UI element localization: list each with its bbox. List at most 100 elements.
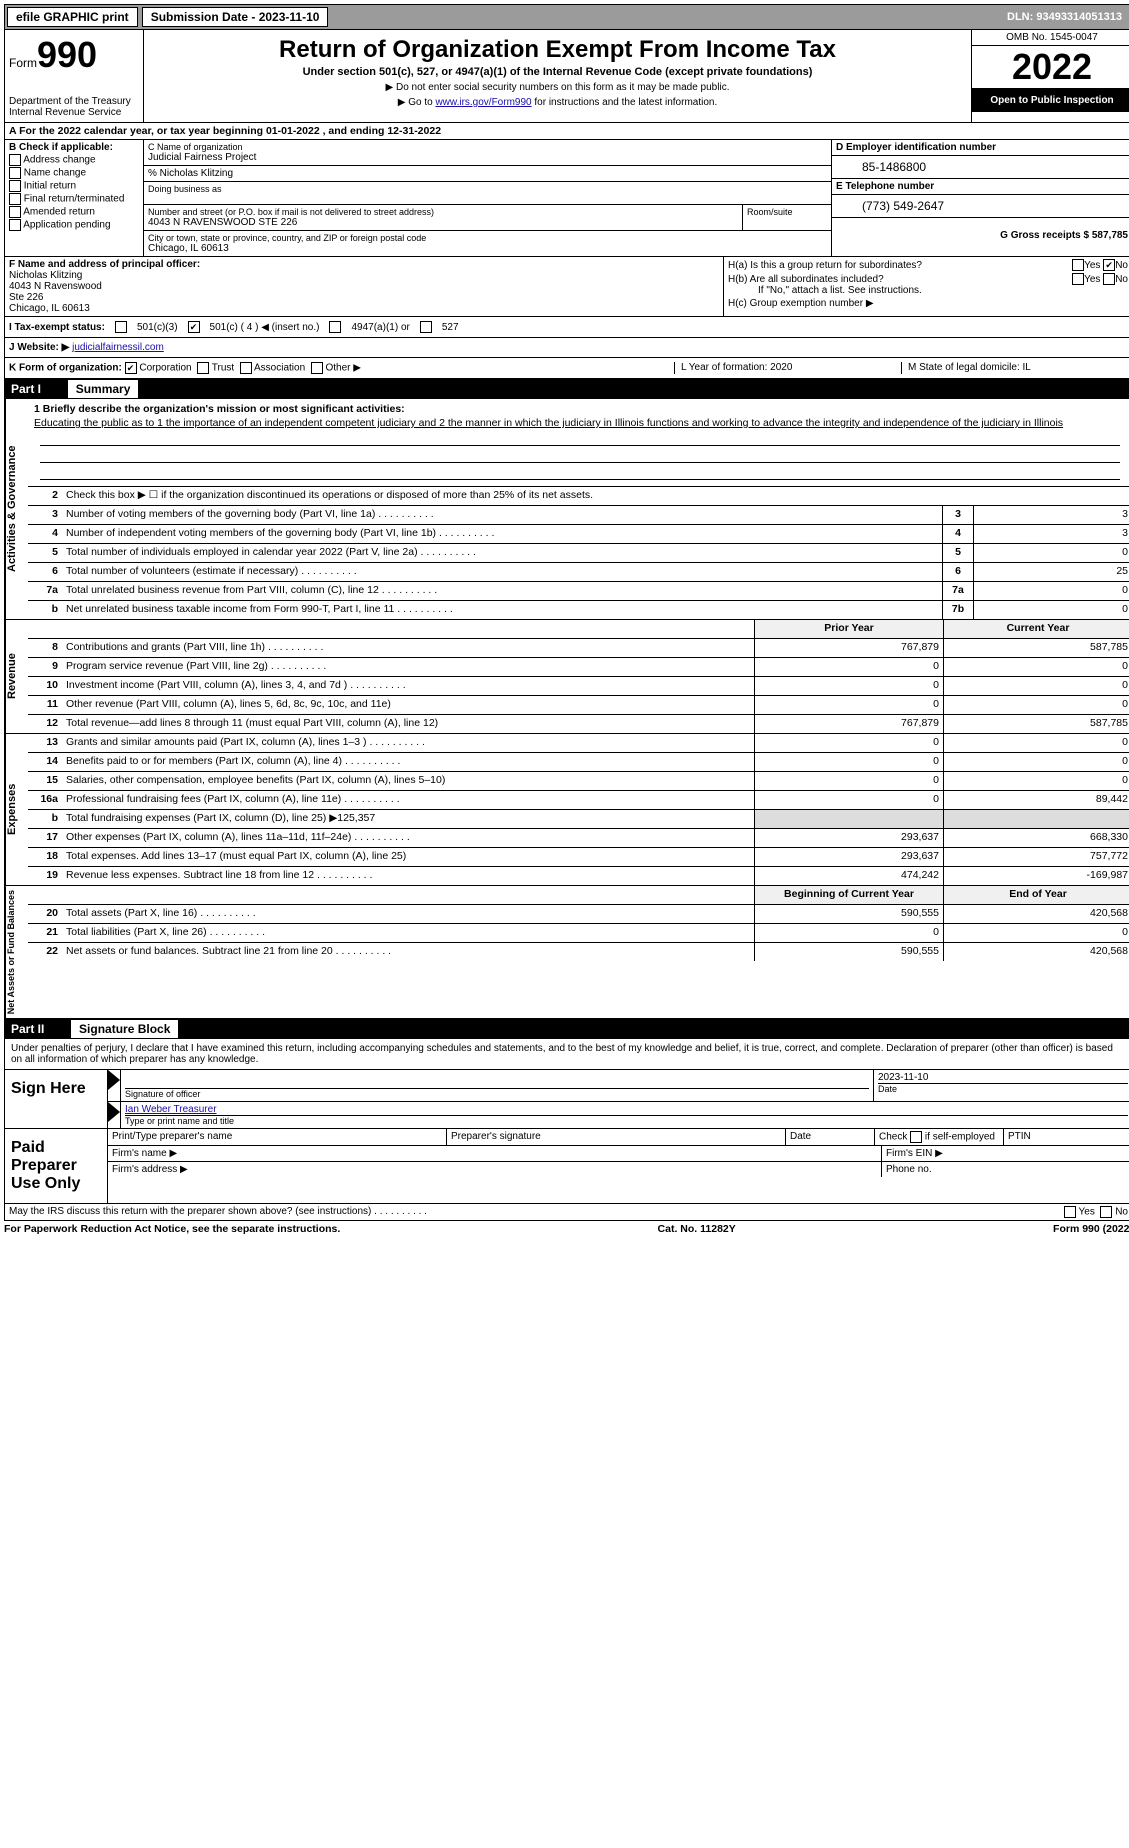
527-checkbox[interactable] [420,321,432,333]
end-year-header: End of Year [943,886,1129,904]
line-7b-value: 0 [973,601,1129,619]
line-14-prior: 0 [754,753,943,771]
line-18-text: Total expenses. Add lines 13–17 (must eq… [62,848,754,866]
line-11-prior: 0 [754,696,943,714]
irs-link[interactable]: www.irs.gov/Form990 [435,97,531,108]
beg-year-header: Beginning of Current Year [754,886,943,904]
submission-date-button[interactable]: Submission Date - 2023-11-10 [142,7,329,27]
officer-name-link[interactable]: Ian Weber Treasurer [125,1104,217,1115]
line-19-current: -169,987 [943,867,1129,885]
line-17-text: Other expenses (Part IX, column (A), lin… [62,829,754,847]
self-employed-cell: Check if self-employed [875,1129,1004,1145]
name-title-label: Type or print name and title [125,1115,1128,1126]
line-13-text: Grants and similar amounts paid (Part IX… [62,734,754,752]
line-22-end: 420,568 [943,943,1129,961]
4947-checkbox[interactable] [329,321,341,333]
application-pending-checkbox[interactable] [9,219,21,231]
line-14-current: 0 [943,753,1129,771]
line-6-text: Total number of volunteers (estimate if … [62,563,942,581]
hb-no-checkbox[interactable] [1103,273,1115,285]
ha-label: H(a) Is this a group return for subordin… [728,260,1072,271]
final-return-checkbox[interactable] [9,193,21,205]
line-19-prior: 474,242 [754,867,943,885]
name-change-checkbox[interactable] [9,167,21,179]
section-f-h: F Name and address of principal officer:… [4,257,1129,317]
col-b-label: B Check if applicable: [9,142,139,153]
dba-label: Doing business as [148,184,827,194]
phone-label: E Telephone number [832,179,1129,195]
501c-checkbox[interactable] [188,321,200,333]
corp-checkbox[interactable] [125,362,137,374]
activities-governance-section: Activities & Governance 1 Briefly descri… [4,399,1129,620]
line-18-prior: 293,637 [754,848,943,866]
discuss-yes-checkbox[interactable] [1064,1206,1076,1218]
sign-here-label: Sign Here [5,1070,108,1128]
line-11-text: Other revenue (Part VIII, column (A), li… [62,696,754,714]
hb-label: H(b) Are all subordinates included? [728,274,1072,285]
page-footer: For Paperwork Reduction Act Notice, see … [4,1221,1129,1237]
amended-return-checkbox[interactable] [9,206,21,218]
initial-return-checkbox[interactable] [9,180,21,192]
line-5-value: 0 [973,544,1129,562]
hb-yes-checkbox[interactable] [1072,273,1084,285]
row-i: I Tax-exempt status: 501(c)(3) 501(c) ( … [4,317,1129,338]
discuss-text: May the IRS discuss this return with the… [9,1206,427,1218]
current-year-header: Current Year [943,620,1129,638]
other-checkbox[interactable] [311,362,323,374]
ssn-note: ▶ Do not enter social security numbers o… [152,82,963,93]
trust-checkbox[interactable] [197,362,209,374]
form-subtitle: Under section 501(c), 527, or 4947(a)(1)… [152,66,963,78]
arrow-icon [108,1102,120,1122]
blank-line [40,448,1120,463]
revenue-section: Revenue Prior YearCurrent Year 8Contribu… [4,620,1129,734]
ein-value: 85-1486800 [832,156,1129,179]
addr-label: Number and street (or P.O. box if mail i… [148,207,738,217]
form-title: Return of Organization Exempt From Incom… [152,36,963,64]
line-10-current: 0 [943,677,1129,695]
line-17-current: 668,330 [943,829,1129,847]
phone-value: (773) 549-2647 [832,195,1129,218]
501c3-checkbox[interactable] [115,321,127,333]
line-7a-text: Total unrelated business revenue from Pa… [62,582,942,600]
top-bar: efile GRAPHIC print Submission Date - 20… [4,4,1129,30]
assoc-checkbox[interactable] [240,362,252,374]
ptin-label: PTIN [1004,1129,1129,1145]
side-label-rev: Revenue [5,620,28,733]
street-address: 4043 N RAVENSWOOD STE 226 [148,217,738,228]
line-7b-text: Net unrelated business taxable income fr… [62,601,942,619]
room-label: Room/suite [743,205,831,230]
omb-label: OMB No. 1545-0047 [972,30,1129,46]
self-employed-checkbox[interactable] [910,1131,922,1143]
sig-officer-label: Signature of officer [125,1088,869,1099]
form-number: 990 [37,34,97,75]
blank-line [40,431,1120,446]
part-2-header: Part II Signature Block [4,1019,1129,1039]
prep-date-label: Date [786,1129,875,1145]
line-9-prior: 0 [754,658,943,676]
city-state-zip: Chicago, IL 60613 [148,243,827,254]
line-16b-text: Total fundraising expenses (Part IX, col… [62,810,754,828]
line-9-text: Program service revenue (Part VIII, line… [62,658,754,676]
address-change-checkbox[interactable] [9,154,21,166]
line-10-prior: 0 [754,677,943,695]
dln-label: DLN: 93493314051313 [1007,11,1129,23]
mission-text: Educating the public as to 1 the importa… [34,417,1126,429]
cat-no: Cat. No. 11282Y [658,1223,736,1235]
efile-button[interactable]: efile GRAPHIC print [7,7,138,27]
line-15-text: Salaries, other compensation, employee b… [62,772,754,790]
ha-yes-checkbox[interactable] [1072,259,1084,271]
officer-city: Chicago, IL 60613 [9,303,719,314]
line-8-current: 587,785 [943,639,1129,657]
line-19-text: Revenue less expenses. Subtract line 18 … [62,867,754,885]
ha-no-checkbox[interactable] [1103,259,1115,271]
line-2: Check this box ▶ ☐ if the organization d… [62,487,1129,505]
part-1-header: Part I Summary [4,379,1129,399]
discuss-no-checkbox[interactable] [1100,1206,1112,1218]
line-20-beg: 590,555 [754,905,943,923]
line-9-current: 0 [943,658,1129,676]
side-label-ag: Activities & Governance [5,399,28,619]
line-21-beg: 0 [754,924,943,942]
ein-label: D Employer identification number [832,140,1129,156]
website-link[interactable]: judicialfairnessil.com [72,342,164,353]
signature-declaration: Under penalties of perjury, I declare th… [4,1039,1129,1070]
